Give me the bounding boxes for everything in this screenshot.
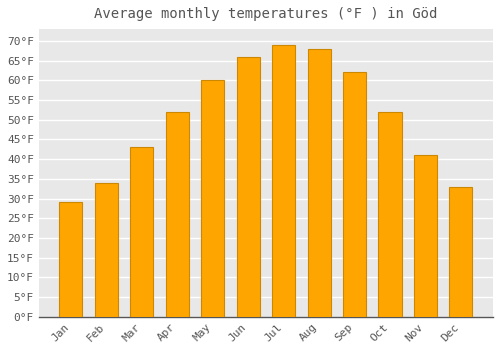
Bar: [272, 45, 295, 317]
Bar: [236, 57, 260, 317]
Bar: [166, 112, 189, 317]
Bar: [308, 49, 330, 317]
Bar: [130, 147, 154, 317]
Bar: [343, 72, 366, 317]
Bar: [450, 187, 472, 317]
Bar: [95, 183, 118, 317]
Bar: [378, 112, 402, 317]
Bar: [60, 203, 82, 317]
Bar: [414, 155, 437, 317]
Title: Average monthly temperatures (°F ) in Göd: Average monthly temperatures (°F ) in Gö…: [94, 7, 438, 21]
Bar: [201, 80, 224, 317]
